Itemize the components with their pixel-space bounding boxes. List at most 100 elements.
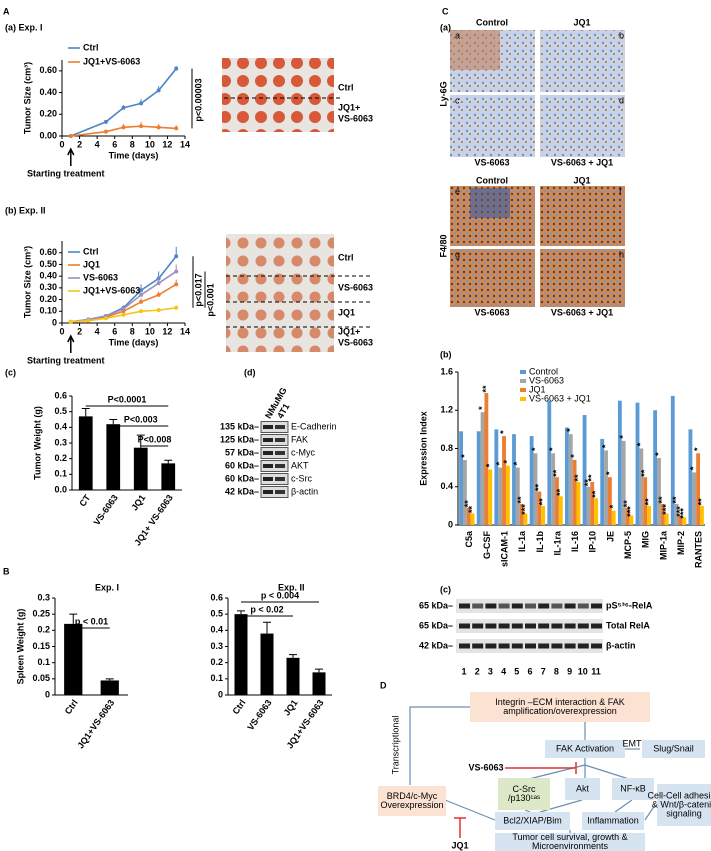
series-line (70, 68, 177, 137)
bar (682, 517, 687, 525)
kda-label: 57 kDa– (225, 447, 259, 457)
y-tick-label: 0.3 (210, 641, 223, 651)
blot-band (538, 603, 550, 609)
bar (494, 429, 499, 525)
annotation: p < 0.02 (250, 604, 283, 614)
blot-band (551, 603, 563, 609)
blot-band (511, 623, 523, 629)
error-bar (237, 610, 245, 615)
bar (161, 463, 176, 490)
bar (519, 503, 524, 525)
bar (647, 505, 651, 525)
significance: ** (467, 506, 477, 514)
x-tick-label: G-CSF (482, 531, 492, 560)
bar (533, 453, 538, 525)
column-label: VS-6063 (474, 157, 509, 167)
x-tick-label: Ctrl (63, 698, 80, 716)
blot-band (577, 623, 589, 629)
y-tick-label: 0.10 (39, 306, 57, 316)
blot-band (459, 623, 470, 629)
image-letter: f (619, 186, 622, 196)
marker (156, 308, 161, 313)
x-tick-label: 4 (95, 326, 100, 336)
photo-label: VS-6063 (338, 282, 373, 292)
diagram-text: EMT (623, 738, 643, 748)
bar (64, 623, 83, 695)
diagram-text: Transcriptional (390, 716, 400, 775)
marker (121, 125, 126, 130)
chart-title: (a) Exp. I (5, 22, 43, 32)
significance: * (498, 430, 508, 434)
x-tick-label: 0 (59, 326, 64, 336)
image-letter: d (619, 95, 624, 105)
marker (139, 299, 144, 304)
blot-band (275, 477, 285, 481)
bar (470, 513, 475, 525)
diagram-text: & Wnt/β-catenin (652, 799, 711, 809)
arrow (67, 334, 75, 353)
bar (660, 503, 665, 525)
column-label: Control (476, 17, 508, 27)
y-tick-label: 0.1 (210, 673, 223, 683)
y-tick-label: 0.00 (39, 130, 57, 140)
note: Starting treatment (27, 355, 105, 365)
lane-label: 5 (514, 666, 519, 676)
legend-swatch (520, 388, 526, 392)
bar (551, 453, 556, 525)
x-tick-label: MCP-5 (623, 531, 633, 559)
legend-label: Ctrl (83, 42, 99, 52)
y-tick-label: 0.2 (54, 453, 67, 463)
bar (692, 472, 697, 525)
y-tick-label: 0 (45, 689, 50, 699)
y-tick-label: 0.2 (210, 657, 223, 667)
x-tick-label: RANTES (694, 531, 704, 568)
significance: *** (661, 504, 671, 515)
y-tick-label: 0.3 (54, 437, 67, 447)
lane-label: 11 (591, 666, 601, 676)
inhibitors (454, 762, 577, 838)
marker (156, 125, 161, 130)
significance: *** (626, 506, 636, 517)
marker (156, 88, 161, 93)
annotation: p<0.00003 (193, 78, 203, 121)
x-tick-label: 6 (112, 326, 117, 336)
x-tick-label: 8 (130, 139, 135, 149)
y-tick-label: 0.20 (39, 294, 57, 304)
blot-band (577, 603, 589, 609)
blot-band (485, 603, 497, 609)
kda-label: 135 kDa– (220, 421, 259, 431)
kda-label: 60 kDa– (225, 473, 259, 483)
bar (106, 424, 121, 490)
x-tick-label: VS-6063 (245, 698, 273, 732)
marker (174, 269, 179, 274)
image-letter: a (455, 30, 460, 40)
marker (174, 254, 179, 259)
photo-label: Ctrl (338, 82, 354, 92)
column-label: VS-6063 + JQ1 (551, 157, 613, 167)
diagram-box (470, 692, 650, 722)
legend-label: VS-6063 (529, 375, 564, 385)
x-tick-label: MIP-1a (658, 530, 668, 560)
photo-label: Ctrl (338, 252, 354, 262)
kda-label: 65 kDa– (419, 600, 453, 610)
x-tick-label: 6 (112, 139, 117, 149)
x-tick-label: Ctrl (231, 698, 248, 716)
kda-label: 42 kDa– (225, 486, 259, 496)
diagram-box (582, 812, 644, 830)
significance: * (569, 454, 579, 458)
diagram-text: Microenvironments (532, 841, 609, 851)
lane-label: 1 (461, 666, 466, 676)
x-tick-label: 12 (162, 139, 172, 149)
kda-label: 42 kDa– (419, 640, 453, 650)
protein-label: Total RelA (606, 620, 650, 630)
panel-label: C (442, 6, 449, 16)
photo-label: VS-6063 (338, 113, 373, 123)
y-tick-label: 0.60 (39, 247, 57, 257)
panel-subtitle: (c) (440, 584, 451, 594)
chart-title: (c) (5, 367, 16, 377)
x-tick-label: 2 (77, 139, 82, 149)
x-tick-label: 10 (145, 139, 155, 149)
significance: ** (555, 488, 565, 496)
bar (260, 633, 274, 695)
